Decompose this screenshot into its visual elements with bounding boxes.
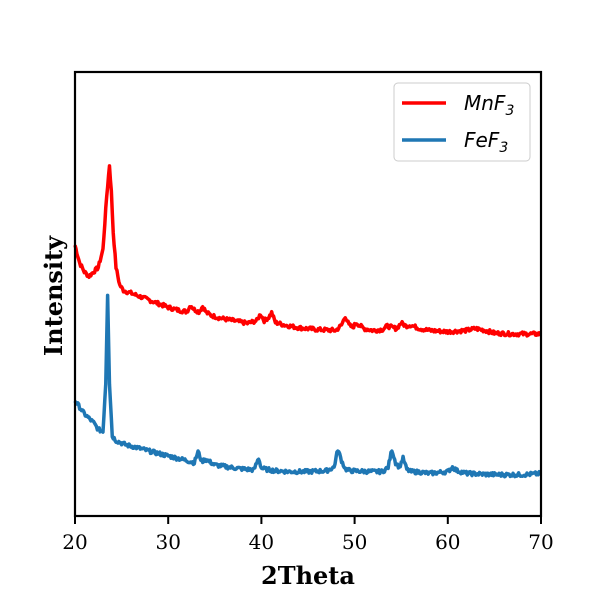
legend-box: [393, 82, 531, 162]
x-tick-label: 50: [342, 530, 367, 554]
legend-label-mnf3: MnF3: [464, 91, 514, 119]
series-line-mnf3: [73, 164, 542, 338]
x-tick-label: 60: [435, 530, 460, 554]
x-tick-label: 30: [155, 530, 180, 554]
x-axis-label: 2Theta: [261, 561, 355, 590]
y-axis-label: Intensity: [39, 235, 68, 356]
x-tick-label: 70: [528, 530, 553, 554]
legend-label-mnf3-base: MnF: [464, 91, 506, 115]
x-tick-label: 40: [249, 530, 274, 554]
legend-label-fef3-sub: 3: [499, 140, 508, 156]
x-tick-label: 20: [62, 530, 87, 554]
plot-frame: [73, 70, 543, 518]
legend-label-mnf3-sub: 3: [505, 103, 514, 119]
series-layer: [73, 164, 542, 479]
series-line-fef3: [73, 293, 542, 479]
legend: MnF3 FeF3: [393, 82, 531, 162]
x-axis: 20 30 40 50 60 70: [62, 516, 554, 554]
legend-label-fef3-base: FeF: [464, 128, 500, 152]
legend-label-fef3: FeF3: [464, 128, 508, 156]
